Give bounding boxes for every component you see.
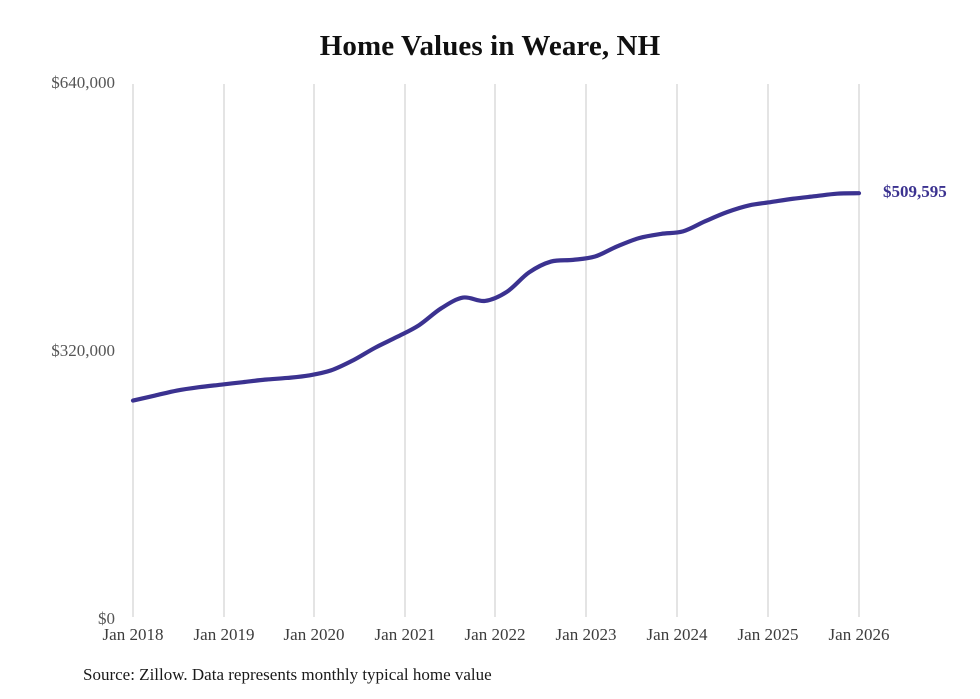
y-axis-tick-0: $0 [98,609,115,628]
x-axis-tick-jan-2026: Jan 2026 [828,625,890,644]
chart-title: Home Values in Weare, NH [319,30,661,62]
x-axis-tick-jan-2025: Jan 2025 [737,625,799,644]
x-axis-tick-jan-2024: Jan 2024 [646,625,708,644]
x-axis-tick-jan-2018: Jan 2018 [102,625,164,644]
x-axis-tick-jan-2022: Jan 2022 [464,625,526,644]
chart-source-note: Source: Zillow. Data represents monthly … [83,665,492,684]
x-axis-tick-jan-2020: Jan 2020 [283,625,345,644]
end-value-annotation: $509,595 [883,182,947,202]
gridlines [132,84,860,617]
x-axis-tick-jan-2019: Jan 2019 [193,625,255,644]
y-axis-tick-320000: $320,000 [51,341,115,360]
y-axis-tick-640000: $640,000 [51,73,115,92]
series-line-typical-home-value [130,191,862,403]
x-axis-tick-jan-2023: Jan 2023 [555,625,617,644]
x-axis-tick-jan-2021: Jan 2021 [374,625,436,644]
